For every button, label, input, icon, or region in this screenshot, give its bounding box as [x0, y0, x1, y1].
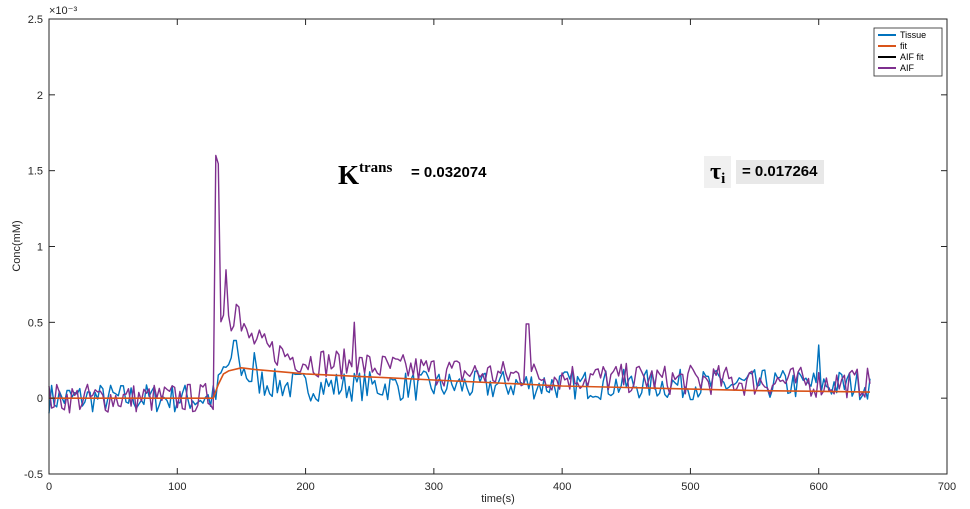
plot-area [49, 19, 947, 474]
series-layer [48, 154, 871, 414]
y-tick-label: 2 [37, 90, 43, 102]
ktrans-value: = 0.032074 [411, 164, 487, 181]
tau-value: = 0.017264 [736, 160, 824, 184]
tau-annotation: τi [704, 156, 732, 188]
x-tick-label: 600 [810, 481, 828, 493]
y-tick-label: 1.5 [28, 166, 43, 178]
x-tick-label: 100 [168, 481, 186, 493]
x-tick-label: 500 [681, 481, 699, 493]
y-tick-label: 2.5 [28, 14, 43, 26]
tau-subscript: i [721, 171, 726, 187]
y-axis: -0.5 0 0.5 1 1.5 2 2.5 [24, 14, 947, 481]
series-line-aif [48, 154, 871, 414]
y-tick-label: 0.5 [28, 317, 43, 329]
x-tick-label: 0 [46, 481, 52, 493]
x-tick-label: 200 [296, 481, 314, 493]
series-line-fit [49, 367, 871, 399]
ktrans-superscript: trans [359, 160, 393, 176]
x-axis-title: time(s) [481, 493, 515, 505]
y-exponent-label: ×10⁻³ [49, 5, 77, 17]
y-axis-title: Conc(mM) [11, 220, 23, 271]
legend-label: Tissue [900, 30, 926, 40]
legend-label: fit [900, 41, 908, 51]
legend-label: AIF [900, 63, 915, 73]
x-tick-label: 400 [553, 481, 571, 493]
y-tick-label: 1 [37, 242, 43, 254]
ktrans-annotation: Ktrans [338, 160, 392, 191]
x-axis: 0 100 200 300 400 500 600 700 [46, 19, 956, 493]
y-tick-label: -0.5 [24, 469, 43, 481]
x-tick-label: 300 [425, 481, 443, 493]
x-tick-label: 700 [938, 481, 956, 493]
ktrans-symbol: K [338, 160, 360, 190]
tau-symbol: τ [710, 159, 722, 185]
legend-label: AIF fit [900, 52, 924, 62]
y-tick-label: 0 [37, 393, 43, 405]
